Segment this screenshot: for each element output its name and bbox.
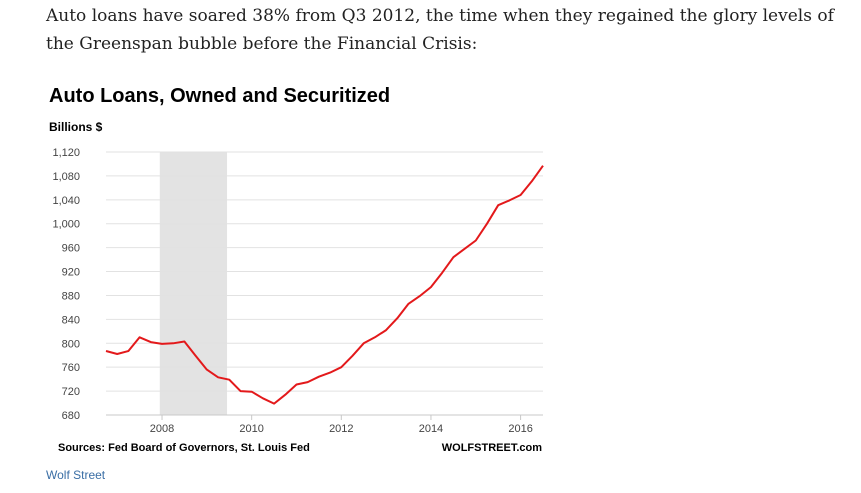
x-axis-ticks bbox=[161, 415, 522, 420]
y-axis-unit-label: Billions $ bbox=[49, 120, 103, 134]
y-axis-tick-labels: 680 720 760 800 840 880 920 960 1,000 1,040 1,080 1… bbox=[52, 147, 80, 422]
y-tick-label: 760 bbox=[62, 362, 80, 374]
y-tick-label: 960 bbox=[62, 243, 80, 255]
y-tick-label: 1,120 bbox=[52, 147, 80, 159]
x-tick-label: 2010 bbox=[239, 423, 263, 435]
x-tick-label: 2012 bbox=[329, 423, 353, 435]
source-note: Sources: Fed Board of Governors, St. Lou… bbox=[58, 442, 310, 454]
recession-shading bbox=[159, 152, 228, 415]
series-line-auto-loans bbox=[105, 165, 544, 405]
grid-lines bbox=[106, 151, 543, 416]
article-intro-text: Auto loans have soared 38% from Q3 2012,… bbox=[46, 6, 834, 54]
x-axis-tick-labels: 2008 2010 2012 2014 2016 bbox=[150, 423, 533, 435]
wolfstreet-watermark: WOLFSTREET.com bbox=[442, 442, 542, 454]
y-tick-label: 880 bbox=[62, 290, 80, 302]
y-tick-label: 1,040 bbox=[52, 195, 80, 207]
y-tick-label: 680 bbox=[62, 410, 80, 422]
y-tick-label: 1,000 bbox=[52, 219, 80, 231]
y-tick-label: 1,080 bbox=[52, 171, 80, 183]
y-tick-label: 720 bbox=[62, 386, 80, 398]
y-tick-label: 920 bbox=[62, 267, 80, 279]
x-tick-label: 2008 bbox=[150, 423, 174, 435]
x-tick-label: 2016 bbox=[508, 423, 532, 435]
y-tick-label: 800 bbox=[62, 338, 80, 350]
chart-title: Auto Loans, Owned and Securitized bbox=[49, 85, 391, 107]
auto-loans-chart: 680 720 760 800 840 880 920 960 1,000 1,040 1,080 1… bbox=[52, 147, 544, 454]
chart-figure: 680 720 760 800 840 880 920 960 1,000 1,040 1,080 1… bbox=[46, 85, 556, 455]
y-tick-label: 840 bbox=[62, 314, 80, 326]
wolf-street-credit-link[interactable]: Wolf Street bbox=[46, 468, 106, 482]
x-tick-label: 2014 bbox=[419, 423, 443, 435]
